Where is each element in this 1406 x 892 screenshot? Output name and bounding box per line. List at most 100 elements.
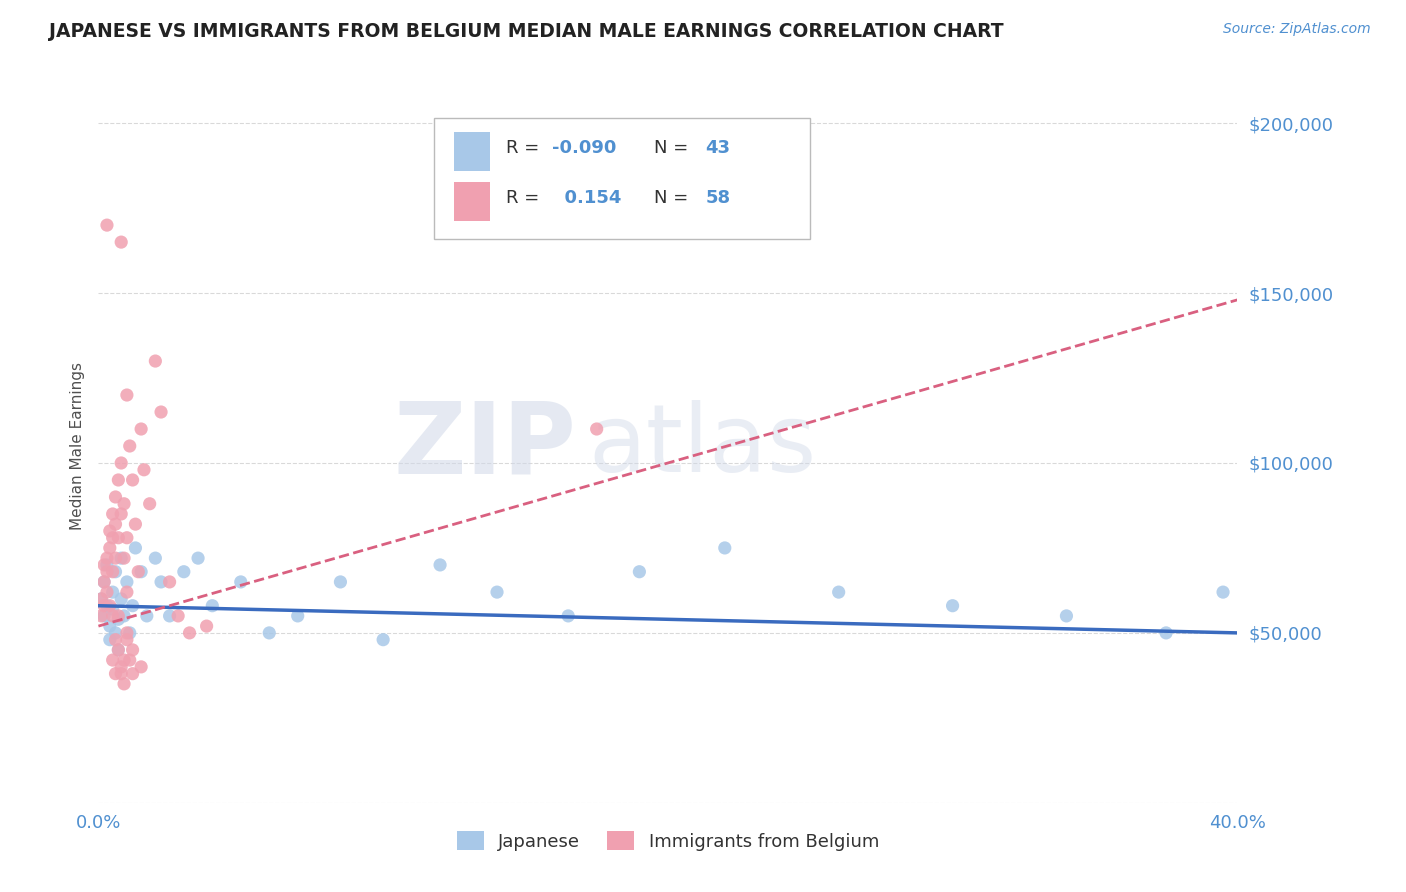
- Point: [129, 422, 152, 436]
- Point: [104, 490, 127, 504]
- Point: [115, 531, 138, 545]
- Point: [98, 541, 121, 555]
- Text: -0.090: -0.090: [551, 139, 616, 157]
- Point: [329, 574, 352, 589]
- Point: [93, 608, 115, 623]
- Point: [90, 591, 112, 606]
- Point: [132, 463, 155, 477]
- Point: [96, 599, 118, 613]
- Point: [107, 643, 129, 657]
- Point: [287, 608, 309, 623]
- Point: [115, 585, 138, 599]
- Text: N =: N =: [654, 139, 695, 157]
- Point: [107, 608, 129, 623]
- Point: [104, 551, 127, 566]
- Point: [187, 551, 209, 566]
- Point: [118, 653, 141, 667]
- Point: [93, 574, 115, 589]
- Point: [167, 608, 190, 623]
- Point: [112, 677, 135, 691]
- Text: 58: 58: [706, 189, 731, 207]
- Point: [98, 599, 121, 613]
- Point: [159, 608, 181, 623]
- Text: JAPANESE VS IMMIGRANTS FROM BELGIUM MEDIAN MALE EARNINGS CORRELATION CHART: JAPANESE VS IMMIGRANTS FROM BELGIUM MEDI…: [49, 22, 1004, 41]
- Point: [138, 497, 160, 511]
- Point: [145, 354, 167, 368]
- Point: [714, 541, 737, 555]
- Point: [112, 497, 135, 511]
- Point: [373, 632, 395, 647]
- Point: [98, 619, 121, 633]
- Point: [90, 608, 112, 623]
- Point: [101, 585, 124, 599]
- Point: [107, 643, 129, 657]
- Point: [628, 565, 651, 579]
- Point: [145, 551, 167, 566]
- Point: [1212, 585, 1234, 599]
- Point: [173, 565, 195, 579]
- Point: [115, 574, 138, 589]
- Point: [90, 591, 112, 606]
- Point: [110, 591, 132, 606]
- Point: [101, 565, 124, 579]
- Point: [110, 507, 132, 521]
- Point: [112, 551, 135, 566]
- Point: [135, 608, 157, 623]
- Text: Source: ZipAtlas.com: Source: ZipAtlas.com: [1223, 22, 1371, 37]
- Point: [129, 660, 152, 674]
- Point: [112, 653, 135, 667]
- Point: [101, 602, 124, 616]
- Point: [195, 619, 218, 633]
- Text: R =: R =: [506, 139, 546, 157]
- Point: [110, 456, 132, 470]
- Point: [93, 558, 115, 572]
- Point: [96, 558, 118, 572]
- Point: [104, 517, 127, 532]
- FancyBboxPatch shape: [434, 118, 810, 239]
- Point: [118, 439, 141, 453]
- Point: [101, 653, 124, 667]
- Point: [159, 574, 181, 589]
- Legend: Japanese, Immigrants from Belgium: Japanese, Immigrants from Belgium: [450, 824, 886, 858]
- Point: [259, 626, 281, 640]
- Point: [110, 235, 132, 249]
- Point: [96, 565, 118, 579]
- Text: 43: 43: [706, 139, 731, 157]
- Point: [121, 599, 143, 613]
- Point: [107, 473, 129, 487]
- Point: [1056, 608, 1078, 623]
- Point: [828, 585, 851, 599]
- Text: atlas: atlas: [588, 400, 817, 492]
- Point: [121, 473, 143, 487]
- Point: [96, 585, 118, 599]
- Point: [121, 666, 143, 681]
- Point: [942, 599, 965, 613]
- Point: [121, 643, 143, 657]
- Point: [118, 626, 141, 640]
- Text: R =: R =: [506, 189, 546, 207]
- Point: [98, 632, 121, 647]
- Point: [104, 632, 127, 647]
- Point: [110, 551, 132, 566]
- Text: N =: N =: [654, 189, 695, 207]
- Point: [129, 565, 152, 579]
- Point: [124, 517, 146, 532]
- Point: [110, 660, 132, 674]
- Point: [101, 531, 124, 545]
- Point: [112, 608, 135, 623]
- Point: [104, 626, 127, 640]
- Point: [115, 388, 138, 402]
- Point: [486, 585, 509, 599]
- Point: [93, 599, 115, 613]
- Point: [150, 574, 173, 589]
- Point: [115, 626, 138, 640]
- Point: [98, 524, 121, 538]
- Point: [127, 565, 149, 579]
- Point: [557, 608, 579, 623]
- Point: [179, 626, 201, 640]
- Point: [107, 531, 129, 545]
- Point: [101, 608, 124, 623]
- Point: [93, 574, 115, 589]
- Point: [124, 541, 146, 555]
- Point: [429, 558, 451, 572]
